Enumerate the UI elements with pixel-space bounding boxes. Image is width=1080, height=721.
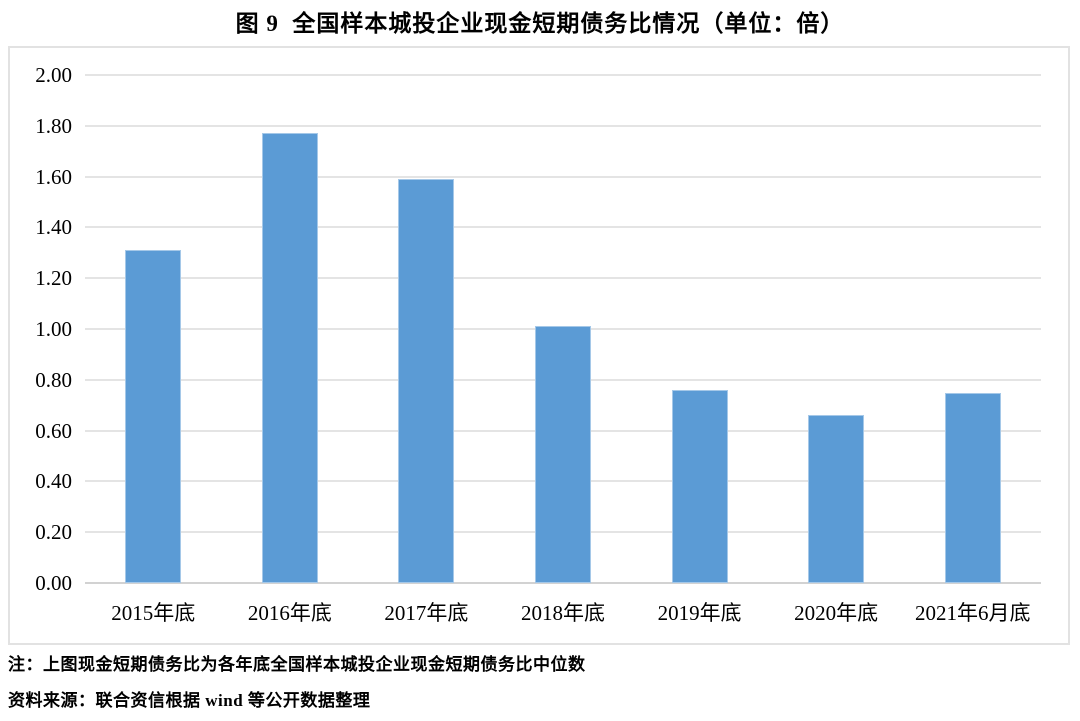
gridline [85,277,1041,280]
x-tick-label: 2020年底 [794,601,879,625]
gridline [85,175,1041,178]
bar [944,392,1001,583]
x-tick-label: 2017年底 [384,601,469,625]
plot-area: 0.00 0.20 0.40 0.60 0.80 1.00 1.20 1.40 1.60 1.80… [10,48,1068,643]
bar [671,389,728,583]
y-tick-label: 0.40 [35,469,72,494]
y-tick-label: 1.00 [35,317,72,341]
gridline [85,124,1041,127]
y-tick-label: 1.80 [35,113,72,138]
x-tick-label: 2016年底 [247,601,332,625]
y-tick-label: 1.20 [35,266,72,291]
y-tick-label: 0.20 [35,520,72,545]
bar [535,326,591,583]
chart-source: 资料来源：联合资信根据 wind 等公开数据整理 [8,691,371,710]
x-axis-line [85,582,1041,584]
chart-frame: 0.00 0.20 0.40 0.60 0.80 1.00 1.20 1.40 1.60 1.80… [8,46,1070,645]
gridline [85,74,1041,76]
chart-note: 注：上图现金短期债务比为各年底全国样本城投企业现金短期债务比中位数 [8,655,586,674]
x-tick-label: 2018年底 [520,601,605,625]
y-tick-label: 1.60 [35,164,72,189]
x-tick-label: 2015年底 [111,601,196,625]
y-tick-label: 2.00 [35,63,72,87]
x-tick-label: 2021年6月底 [914,601,1031,625]
bar [398,179,455,583]
y-tick-label: 1.40 [35,215,72,240]
chart-title: 图 9 全国样本城投企业现金短期债务比情况（单位：倍） [235,11,845,36]
bar [125,250,182,583]
y-tick-label: 0.60 [35,418,72,443]
x-tick-label: 2019年底 [657,601,742,625]
gridline [85,226,1041,229]
bar [808,415,865,583]
bar [261,133,318,583]
y-tick-label: 0.00 [35,571,72,595]
y-tick-label: 0.80 [35,367,72,392]
